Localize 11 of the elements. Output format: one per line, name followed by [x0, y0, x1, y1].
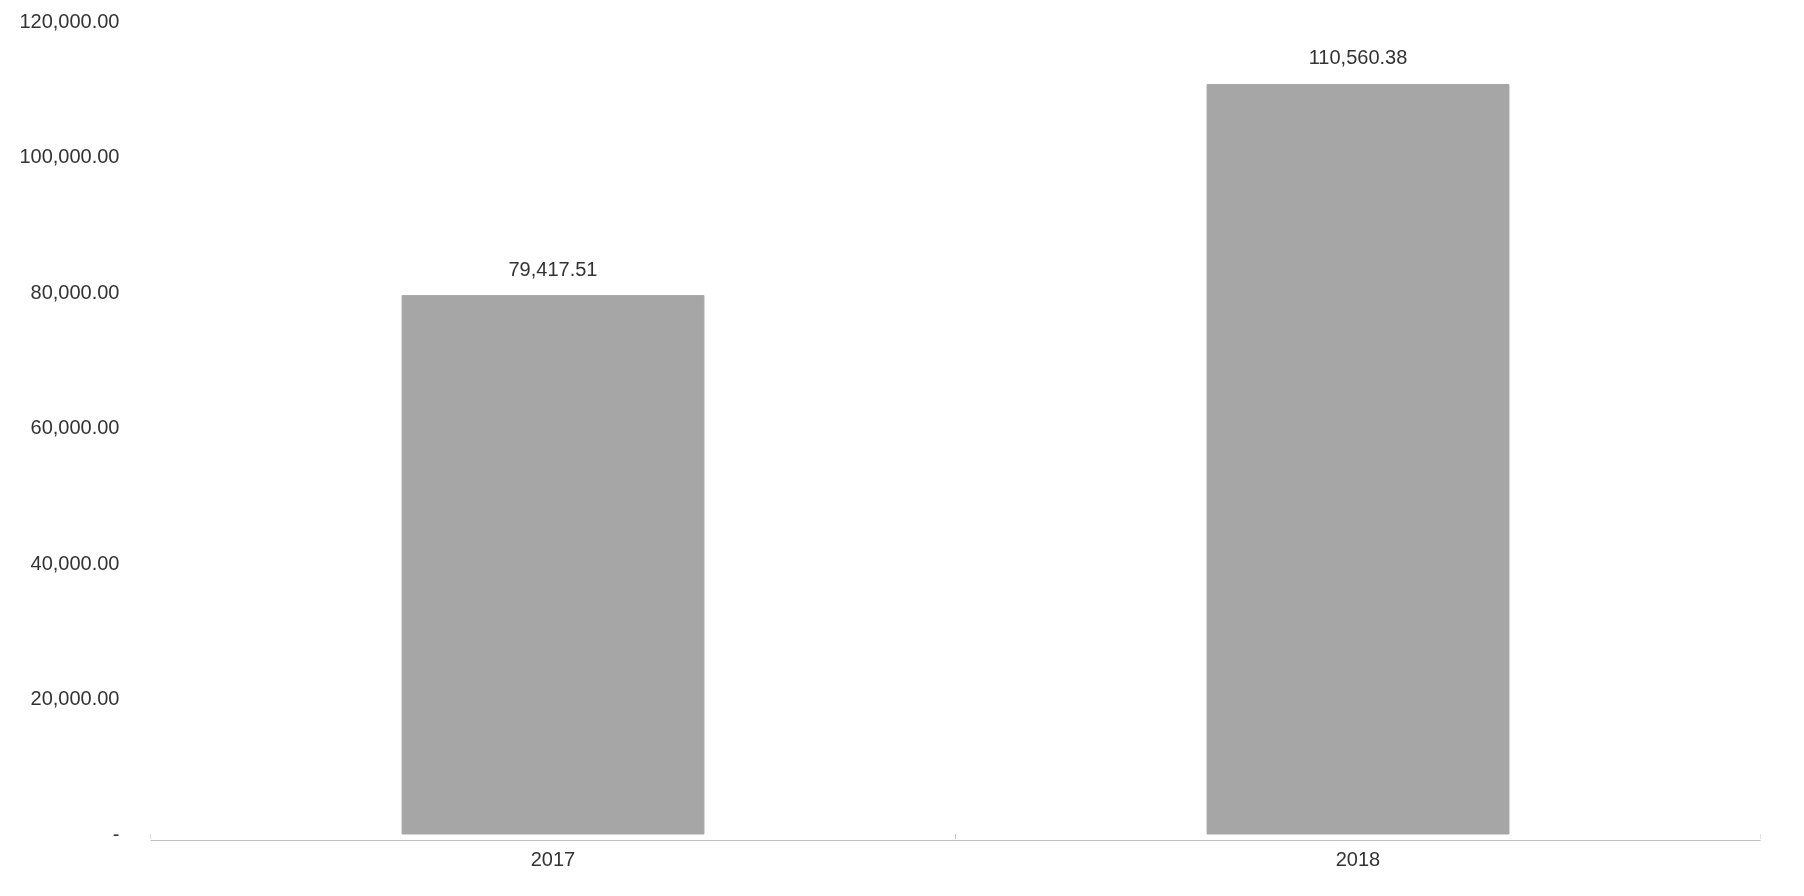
y-tick-label: 120,000.00 — [19, 9, 120, 32]
y-tick-label: - — [112, 822, 120, 845]
x-tick-label: 2017 — [530, 847, 576, 870]
x-tick-label: 2018 — [1335, 847, 1381, 870]
y-tick-label: 100,000.00 — [19, 145, 120, 168]
y-tick-label: 40,000.00 — [30, 551, 120, 574]
y-tick-label: 60,000.00 — [30, 416, 120, 439]
y-tick-label: 80,000.00 — [30, 280, 120, 303]
data-label: 110,560.38 — [1308, 46, 1408, 69]
data-label: 79,417.51 — [508, 257, 598, 280]
y-tick-label: 20,000.00 — [30, 687, 120, 710]
